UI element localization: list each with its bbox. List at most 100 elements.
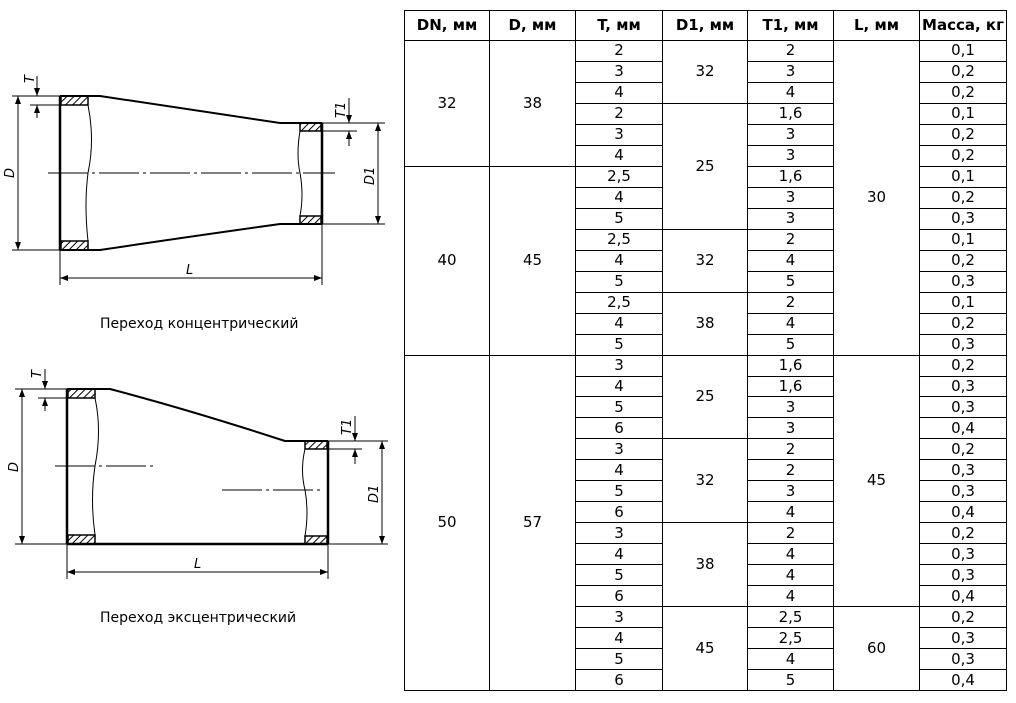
cell-mass: 0,3 bbox=[919, 396, 1007, 419]
cell-mass: 0,3 bbox=[919, 480, 1007, 503]
cell-t: 2,5 bbox=[575, 228, 663, 251]
cell-mass: 0,2 bbox=[919, 60, 1007, 83]
cell-t1: 2 bbox=[747, 459, 834, 482]
cell-t: 4 bbox=[575, 186, 663, 209]
concentric-caption: Переход концентрический bbox=[100, 316, 299, 332]
cell-t: 5 bbox=[575, 480, 663, 503]
cell-t: 2,5 bbox=[575, 291, 663, 314]
cell-d1: 45 bbox=[662, 606, 748, 692]
cell-mass: 0,1 bbox=[919, 40, 1007, 62]
cell-t: 4 bbox=[575, 144, 663, 167]
table-row: 5 5 0,3 bbox=[405, 333, 1007, 356]
cell-t: 6 bbox=[575, 669, 663, 692]
cell-mass: 0,2 bbox=[919, 312, 1007, 335]
label-T: T bbox=[30, 369, 45, 378]
cell-t: 3 bbox=[575, 354, 663, 377]
cell-t1: 4 bbox=[747, 312, 834, 335]
cell-t1: 5 bbox=[747, 669, 834, 692]
table-row: 2 25 1,6 0,1 bbox=[405, 102, 1007, 230]
cell-t: 4 bbox=[575, 375, 663, 398]
cell-mass: 0,1 bbox=[919, 291, 1007, 314]
label-D1: D1 bbox=[367, 485, 382, 503]
cell-d1: 32 bbox=[662, 228, 748, 293]
cell-t1: 3 bbox=[747, 417, 834, 440]
cell-t1: 4 bbox=[747, 81, 834, 104]
cell-mass: 0,3 bbox=[919, 543, 1007, 566]
table-row: 3 3 0,2 bbox=[405, 60, 1007, 83]
cell-t1: 5 bbox=[747, 270, 834, 293]
cell-t1: 3 bbox=[747, 123, 834, 146]
header-dn: DN, мм bbox=[404, 10, 490, 41]
cell-t: 5 bbox=[575, 270, 663, 293]
cell-t1: 3 bbox=[747, 186, 834, 209]
label-D: D bbox=[7, 462, 22, 472]
label-L: L bbox=[186, 263, 193, 278]
cell-mass: 0,1 bbox=[919, 165, 1007, 188]
table-header-row: DN, мм D, мм T, мм D1, мм T1, мм L, мм М… bbox=[404, 10, 1007, 41]
cell-t: 4 bbox=[575, 312, 663, 335]
cell-t1: 4 bbox=[747, 585, 834, 608]
cell-mass: 0,4 bbox=[919, 669, 1007, 692]
cell-mass: 0,2 bbox=[919, 249, 1007, 272]
cell-mass: 0,3 bbox=[919, 207, 1007, 230]
cell-mass: 0,1 bbox=[919, 228, 1007, 251]
table-row: 5 4 0,3 bbox=[405, 648, 1007, 671]
cell-t1: 1,6 bbox=[747, 165, 834, 188]
cell-mass: 0,2 bbox=[919, 123, 1007, 146]
cell-t: 3 bbox=[575, 606, 663, 629]
cell-mass: 0,2 bbox=[919, 186, 1007, 209]
cell-t: 2 bbox=[575, 102, 663, 125]
cell-t1: 2 bbox=[747, 522, 834, 545]
cell-t1: 4 bbox=[747, 543, 834, 566]
cell-t: 3 bbox=[575, 522, 663, 545]
cell-l: 60 bbox=[833, 606, 920, 692]
cell-t1: 2 bbox=[747, 40, 834, 62]
cell-d1: 38 bbox=[662, 522, 748, 608]
cell-t: 5 bbox=[575, 396, 663, 419]
cell-d1: 32 bbox=[662, 40, 748, 104]
cell-t: 6 bbox=[575, 585, 663, 608]
dimensions-table: DN, мм D, мм T, мм D1, мм T1, мм L, мм М… bbox=[404, 10, 1007, 692]
label-T: T bbox=[23, 74, 38, 83]
cell-mass: 0,3 bbox=[919, 270, 1007, 293]
cell-t1: 3 bbox=[747, 480, 834, 503]
table-row: 4 2 0,3 bbox=[405, 459, 1007, 482]
table-row: 4 4 0,2 bbox=[405, 312, 1007, 335]
cell-t: 4 bbox=[575, 81, 663, 104]
cell-t1: 4 bbox=[747, 501, 834, 524]
cell-dn: 50 bbox=[404, 354, 490, 692]
cell-d: 38 bbox=[489, 40, 576, 167]
cell-t1: 2,5 bbox=[747, 627, 834, 650]
table-row: 50 57 3 25 1,6 45 0,2 bbox=[404, 354, 1007, 692]
cell-t: 4 bbox=[575, 543, 663, 566]
cell-t1: 2,5 bbox=[747, 606, 834, 629]
cell-mass: 0,2 bbox=[919, 438, 1007, 461]
cell-t: 6 bbox=[575, 417, 663, 440]
cell-d1: 32 bbox=[662, 438, 748, 524]
cell-t: 4 bbox=[575, 459, 663, 482]
cell-mass: 0,3 bbox=[919, 333, 1007, 356]
header-d1: D1, мм bbox=[662, 10, 748, 41]
cell-dn: 40 bbox=[404, 165, 490, 356]
table-row: 4 2,5 0,3 bbox=[405, 627, 1007, 650]
cell-t1: 3 bbox=[747, 207, 834, 230]
header-t: T, мм bbox=[575, 10, 663, 41]
concentric-reducer-drawing bbox=[12, 76, 385, 285]
cell-t1: 4 bbox=[747, 249, 834, 272]
cell-t1: 4 bbox=[747, 564, 834, 587]
cell-mass: 0,2 bbox=[919, 81, 1007, 104]
header-t1: T1, мм bbox=[747, 10, 834, 41]
table-row: 5 5 0,3 bbox=[405, 270, 1007, 293]
cell-t1: 2 bbox=[747, 228, 834, 251]
label-D: D bbox=[3, 168, 18, 178]
cell-d1: 38 bbox=[662, 291, 748, 356]
reducer-drawings: T D T1 D1 L T D T1 D1 L bbox=[3, 74, 388, 579]
table-row: 2,5 32 2 0,1 bbox=[405, 228, 1007, 293]
cell-t: 5 bbox=[575, 564, 663, 587]
cell-t1: 3 bbox=[747, 396, 834, 419]
cell-mass: 0,4 bbox=[919, 417, 1007, 440]
cell-d: 45 bbox=[489, 165, 576, 356]
cell-t1: 5 bbox=[747, 333, 834, 356]
cell-mass: 0,3 bbox=[919, 375, 1007, 398]
cell-t: 3 bbox=[575, 123, 663, 146]
